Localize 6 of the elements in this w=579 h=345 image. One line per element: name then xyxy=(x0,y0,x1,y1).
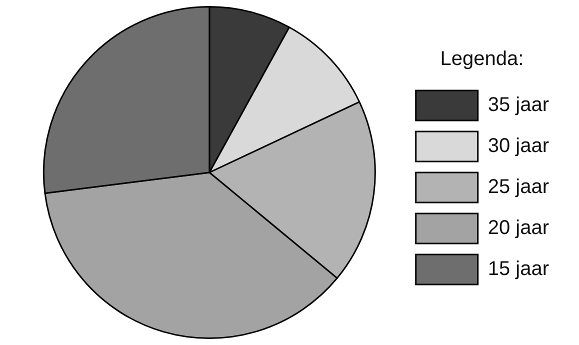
legend-label: 20 jaar xyxy=(488,217,550,240)
legend-label: 15 jaar xyxy=(488,258,550,280)
legend-title: Legenda: xyxy=(440,48,524,70)
legend-label: 35 jaar xyxy=(488,94,550,116)
legend-label: 25 jaar xyxy=(488,176,550,198)
legend-label: 30 jaar xyxy=(488,135,550,158)
